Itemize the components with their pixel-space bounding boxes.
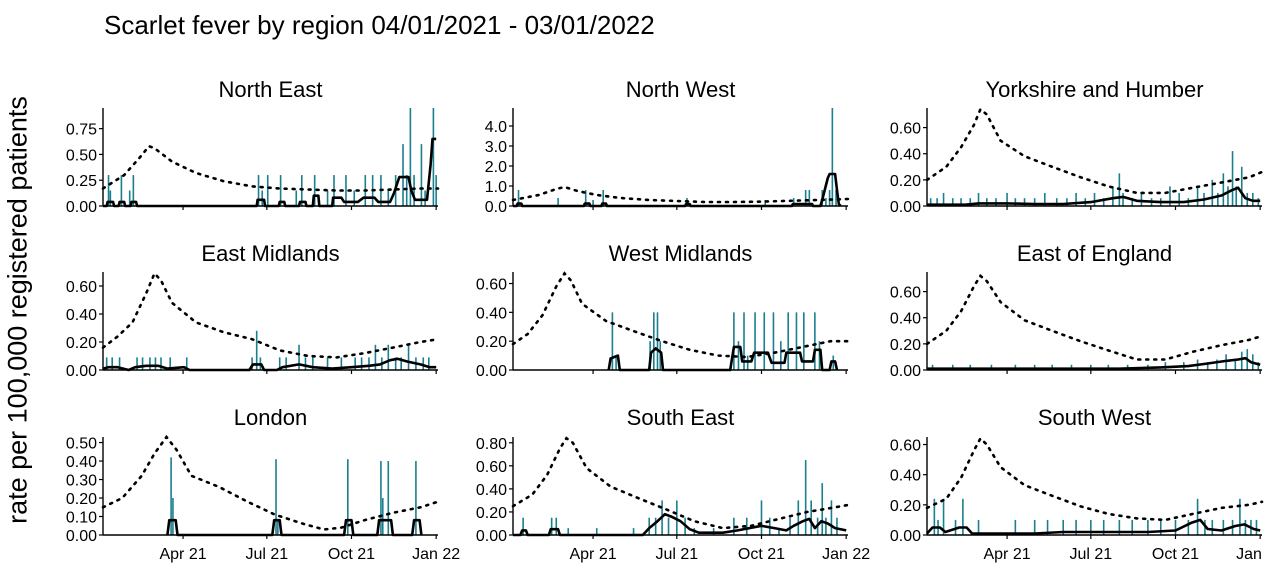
y-tick-label: 4.0: [485, 119, 507, 136]
rolling-average-line: [927, 186, 1261, 206]
rolling-average-line: [926, 518, 1261, 535]
y-tick-label: 0.40: [890, 147, 921, 164]
y-tick-label: 0.00: [476, 528, 507, 545]
expected-rate-line: [925, 273, 1264, 361]
panel-south-west: South West 0.00 0.20 0.40 0.60 Apr 21 Jul 21 Oc…: [890, 405, 1264, 563]
panel-east-midlands: East Midlands 0.00 0.20 0.40 0.60: [66, 241, 440, 380]
rolling-average-line: [927, 356, 1261, 371]
y-tick-label: 0.40: [476, 482, 507, 499]
expected-rate-line: [925, 107, 1264, 195]
panel-north-east: North East 0.00 0.25 0.50 0.75: [66, 77, 440, 216]
expected-rate-line: [511, 185, 850, 204]
panel-title: Yorkshire and Humber: [985, 77, 1203, 102]
panel-yorkshire-and-humber: Yorkshire and Humber 0.00 0.20 0.40 0.60: [890, 77, 1264, 216]
expected-rate-line: [101, 144, 440, 192]
x-tick-label: Apr 21: [569, 546, 616, 563]
panel-east-of-england: East of England 0.00 0.20 0.40 0.60: [890, 241, 1264, 380]
x-tick-label: Apr 21: [983, 546, 1030, 563]
x-tick-label: Jan 22: [822, 546, 870, 563]
y-tick-label: 0.00: [890, 199, 921, 216]
x-tick-label: Jan 22: [1236, 546, 1264, 563]
y-tick-label: 0.25: [66, 173, 97, 190]
y-tick-label: 0.50: [66, 436, 97, 453]
y-tick-label: 0.60: [890, 121, 921, 138]
y-tick-label: 0.40: [66, 454, 97, 471]
y-tick-label: 0.40: [890, 311, 921, 328]
y-tick-label: 0.00: [890, 528, 921, 545]
x-tick-label: Jul 21: [245, 546, 288, 563]
y-tick-label: 0.20: [476, 505, 507, 522]
panel-title: South West: [1038, 405, 1151, 430]
x-tick-label: Jan 22: [412, 546, 460, 563]
y-tick-label: 0.75: [66, 122, 97, 139]
x-tick-label: Jul 21: [1069, 546, 1112, 563]
panel-title: North East: [219, 77, 323, 102]
rolling-average-line: [607, 345, 839, 372]
y-tick-label: 0.30: [66, 473, 97, 490]
y-tick-label: 0.20: [890, 337, 921, 354]
y-tick-label: 0.00: [476, 363, 507, 380]
expected-rate-line: [101, 434, 440, 531]
panel-north-west: North West 0.0 1.0 2.0 3.0 4.0: [485, 77, 850, 216]
expected-rate-line: [511, 271, 850, 359]
y-tick-label: 0.20: [890, 498, 921, 515]
rolling-average-line: [513, 512, 847, 537]
rolling-average-line: [103, 137, 437, 208]
expected-rate-line: [925, 436, 1264, 522]
y-tick-label: 0.20: [476, 334, 507, 351]
panel-title: North West: [626, 77, 736, 102]
y-tick-label: 0.20: [66, 491, 97, 508]
x-tick-label: Oct 21: [738, 546, 785, 563]
y-tick-label: 0.40: [476, 305, 507, 322]
y-tick-label: 0.00: [890, 363, 921, 380]
y-tick-label: 0.00: [66, 528, 97, 545]
page-title: Scarlet fever by region 04/01/2021 - 03/…: [104, 10, 655, 40]
panel-south-east: South East 0.00 0.20 0.40 0.60 0.80 Apr 21 Jul …: [476, 405, 870, 563]
y-tick-label: 0.10: [66, 510, 97, 527]
y-tick-label: 0.60: [66, 279, 97, 296]
panel-title: East of England: [1017, 241, 1172, 266]
y-tick-label: 0.0: [485, 199, 507, 216]
y-tick-label: 0.60: [476, 277, 507, 294]
y-tick-label: 1.0: [485, 179, 507, 196]
x-tick-label: Jul 21: [655, 546, 698, 563]
y-tick-label: 3.0: [485, 139, 507, 156]
panel-title: East Midlands: [201, 241, 339, 266]
x-tick-label: Apr 21: [159, 546, 206, 563]
y-tick-label: 0.60: [890, 438, 921, 455]
panel-title: West Midlands: [609, 241, 753, 266]
y-tick-label: 0.20: [890, 173, 921, 190]
expected-rate-line: [511, 436, 850, 530]
x-tick-label: Oct 21: [1152, 546, 1199, 563]
y-tick-label: 0.80: [476, 436, 507, 453]
y-tick-label: 0.60: [890, 285, 921, 302]
panel-london: London 0.000.10 0.200.30 0.400.50 Apr 21 Jul …: [66, 405, 460, 563]
y-tick-label: 0.20: [66, 335, 97, 352]
rolling-average-line: [102, 357, 437, 372]
panel-title: London: [234, 405, 307, 430]
y-tick-label: 0.40: [66, 307, 97, 324]
panel-title: South East: [627, 405, 735, 430]
y-tick-label: 0.40: [890, 468, 921, 485]
y-tick-label: 0.00: [66, 199, 97, 216]
x-tick-label: Oct 21: [328, 546, 375, 563]
y-tick-label: 0.60: [476, 459, 507, 476]
panel-west-midlands: West Midlands 0.00 0.20 0.40 0.60: [476, 241, 850, 380]
y-tick-label: 0.50: [66, 147, 97, 164]
y-tick-label: 0.00: [66, 363, 97, 380]
y-tick-label: 2.0: [485, 159, 507, 176]
